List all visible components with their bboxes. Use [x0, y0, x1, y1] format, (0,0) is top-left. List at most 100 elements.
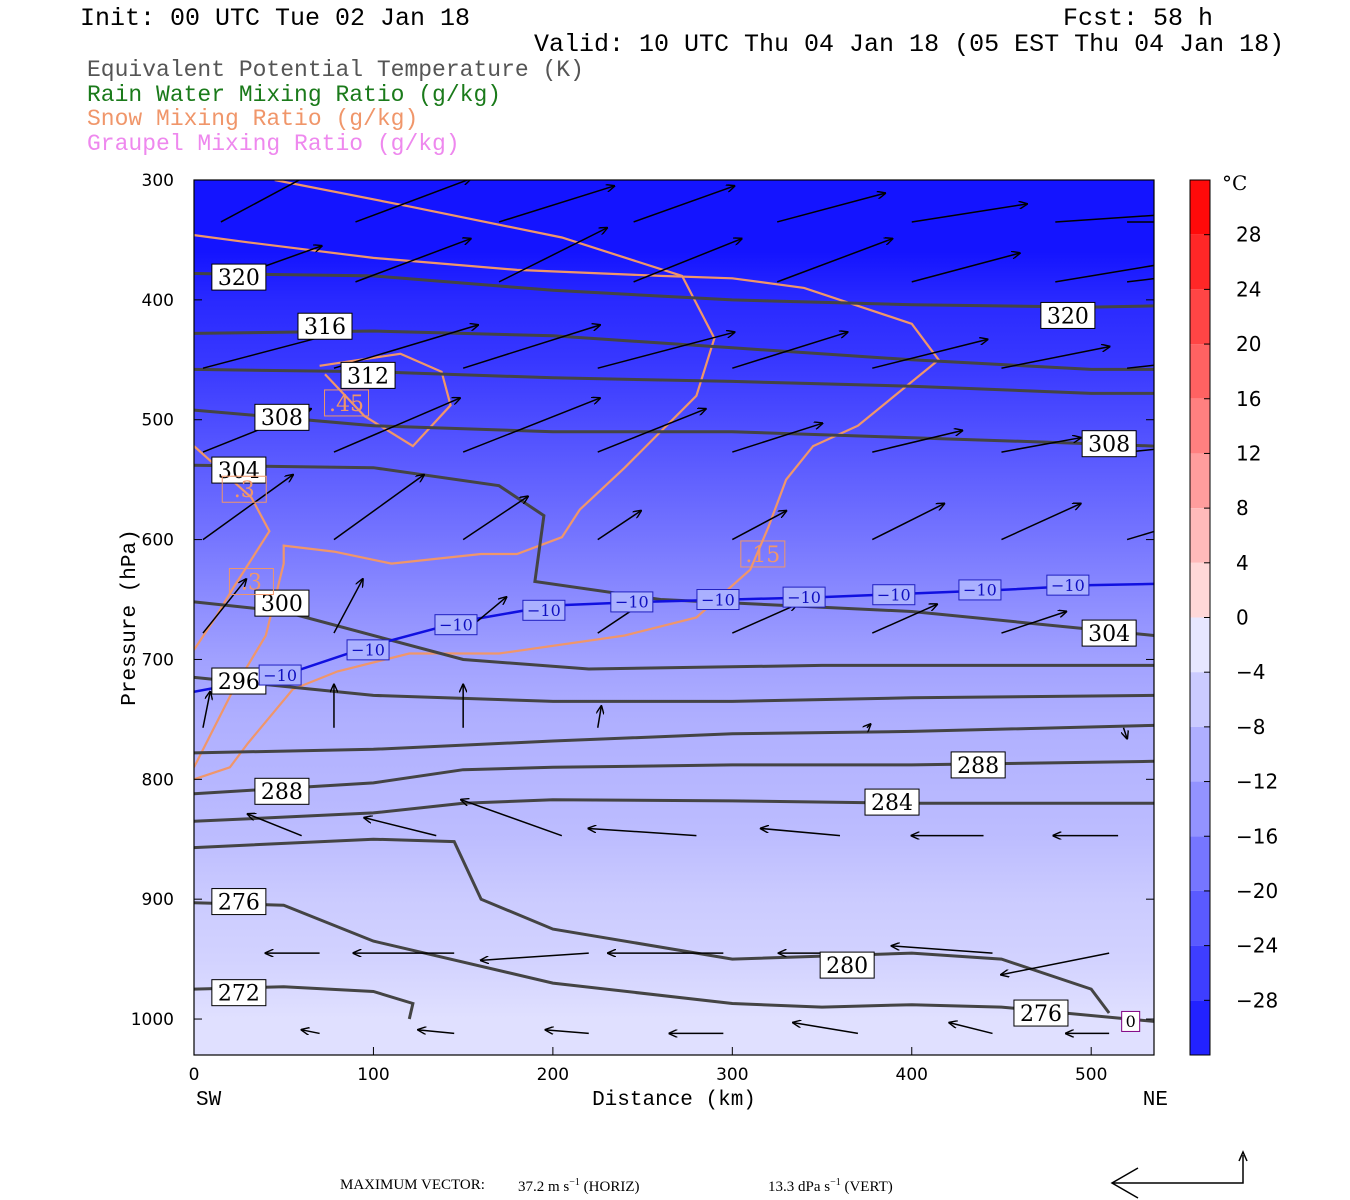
snow-label-box: [228, 568, 274, 596]
ref-vector-path: [1112, 1155, 1244, 1184]
wind-vector: [248, 814, 302, 837]
wind-vector: [892, 946, 993, 954]
wind-vector: [1001, 438, 1080, 453]
colorbar-cell: [1190, 726, 1210, 782]
wind-vector: [633, 239, 742, 283]
isotherm-label: −10: [615, 593, 649, 612]
theta-e-label: 320: [218, 266, 260, 291]
wind-vector: [872, 430, 962, 453]
wind-vector: [333, 579, 363, 634]
footer-label: MAXIMUM VECTOR:: [340, 1177, 485, 1193]
theta-e-label-box: [1040, 301, 1096, 329]
wind-vectors: [202, 180, 1154, 1035]
valid-time: Valid: 10 UTC Thu 04 Jan 18 (05 EST Thu …: [534, 30, 1285, 59]
y-tick-label: 600: [142, 531, 174, 551]
y-tick-label: 1000: [131, 1010, 174, 1030]
wind-vector: [793, 1023, 859, 1035]
footer-vert-value: 13.3 dPa s: [768, 1179, 831, 1195]
colorbar-tick-label: −8: [1236, 715, 1265, 739]
colorbar-tick-label: 12: [1236, 441, 1261, 465]
colorbar-tick-label: −12: [1236, 770, 1278, 794]
wind-vector: [355, 180, 470, 223]
colorbar-cell: [1190, 1000, 1210, 1055]
wind-vector: [1055, 264, 1154, 283]
wind-vector: [1126, 277, 1154, 283]
wind-vector: [1001, 347, 1109, 369]
theta-e-label: 304: [1088, 622, 1130, 647]
wind-vector: [588, 828, 697, 837]
x-tick-label: 200: [537, 1065, 569, 1085]
wind-vector: [1001, 611, 1066, 634]
x-tick-label: 0: [189, 1065, 200, 1085]
colorbar-cell: [1190, 344, 1210, 399]
snow-label-box: [324, 389, 370, 417]
theta-e-contour-276: [194, 901, 1154, 1023]
isotherm-label: −10: [351, 641, 385, 660]
zero-isotherm-label: 0: [1126, 1012, 1136, 1031]
wind-vector: [1127, 448, 1154, 453]
theta-e-contour-304: [194, 463, 1154, 637]
wind-vector: [333, 398, 460, 453]
theta-e-label: 280: [826, 954, 868, 979]
wind-vector: [911, 204, 1027, 223]
theta-e-contour-316: [194, 329, 1154, 371]
theta-e-label-box: [211, 263, 267, 291]
isotherm-label-box: [434, 614, 478, 636]
theta-e-label-box: [1081, 619, 1137, 647]
colorbar: 28 24 20 16 12 8 4 0 −4 −8 −12 −16 −20 −24 −28 °C: [1189, 171, 1278, 1056]
axes: 300 400 500 600 700 800 900 1000 0 100 200 300 400 50…: [119, 171, 1168, 1112]
theta-e-label-box: [211, 888, 267, 916]
theta-e-label-box: [1013, 999, 1069, 1027]
x-tick-label: 400: [896, 1065, 928, 1085]
wind-vector: [220, 180, 301, 223]
theta-e-label-box: [1081, 430, 1137, 458]
wind-vector: [355, 239, 470, 283]
legend-rain: Rain Water Mixing Ratio (g/kg): [87, 82, 502, 108]
plot-frame: [193, 179, 1155, 1056]
isotherm-label-box: [782, 586, 826, 608]
theta-e-label-box: [211, 456, 267, 484]
legend-theta-e: Equivalent Potential Temperature (K): [87, 57, 584, 83]
colorbar-tick-label: 16: [1236, 387, 1261, 411]
wind-vector: [761, 828, 841, 837]
theta-e-label-box: [211, 979, 267, 1007]
snow-label: .45: [329, 392, 364, 417]
theta-e-label: 300: [261, 592, 303, 617]
y-tick-label: 300: [142, 171, 174, 191]
sw-label: SW: [196, 1089, 222, 1112]
theta-e-label-box: [340, 361, 396, 389]
isotherm-label-box: [1046, 574, 1090, 596]
ne-label: NE: [1143, 1089, 1168, 1112]
colorbar-cell: [1190, 781, 1210, 837]
theta-e-label: 284: [871, 791, 913, 816]
isotherm-label: −10: [963, 581, 997, 600]
theta-e-label-box: [950, 751, 1006, 779]
y-tick-label: 800: [142, 770, 174, 790]
theta-e-label: 296: [218, 670, 260, 695]
wind-vector: [776, 193, 885, 223]
y-tick-label: 900: [142, 890, 174, 910]
isotherm-label: −10: [439, 615, 473, 634]
colorbar-tick-label: −4: [1236, 660, 1265, 684]
temperature-field: [194, 180, 1154, 1055]
footer-horiz: 37.2 m s−1 (HORIZ): [518, 1177, 639, 1196]
isotherm-label-box: [610, 591, 654, 613]
theta-e-label: 316: [304, 315, 346, 340]
theta-e-label: 288: [957, 754, 999, 779]
footer-vert-unit: (VERT): [844, 1179, 893, 1195]
theta-e-label: 272: [218, 982, 260, 1007]
legend-graupel: Graupel Mixing Ratio (g/kg): [87, 131, 460, 157]
snow-label: .15: [745, 543, 780, 568]
temperature-shading: [194, 180, 1154, 1055]
wind-vector: [597, 332, 735, 369]
snow-label: .3: [234, 478, 255, 503]
wind-vector: [597, 511, 641, 541]
wind-vector: [364, 818, 437, 837]
wind-vector: [1055, 214, 1154, 223]
wind-vector: [911, 253, 1020, 283]
colorbar-cell: [1190, 234, 1210, 290]
wind-vector: [732, 423, 822, 453]
isotherm-label-box: [346, 639, 390, 661]
